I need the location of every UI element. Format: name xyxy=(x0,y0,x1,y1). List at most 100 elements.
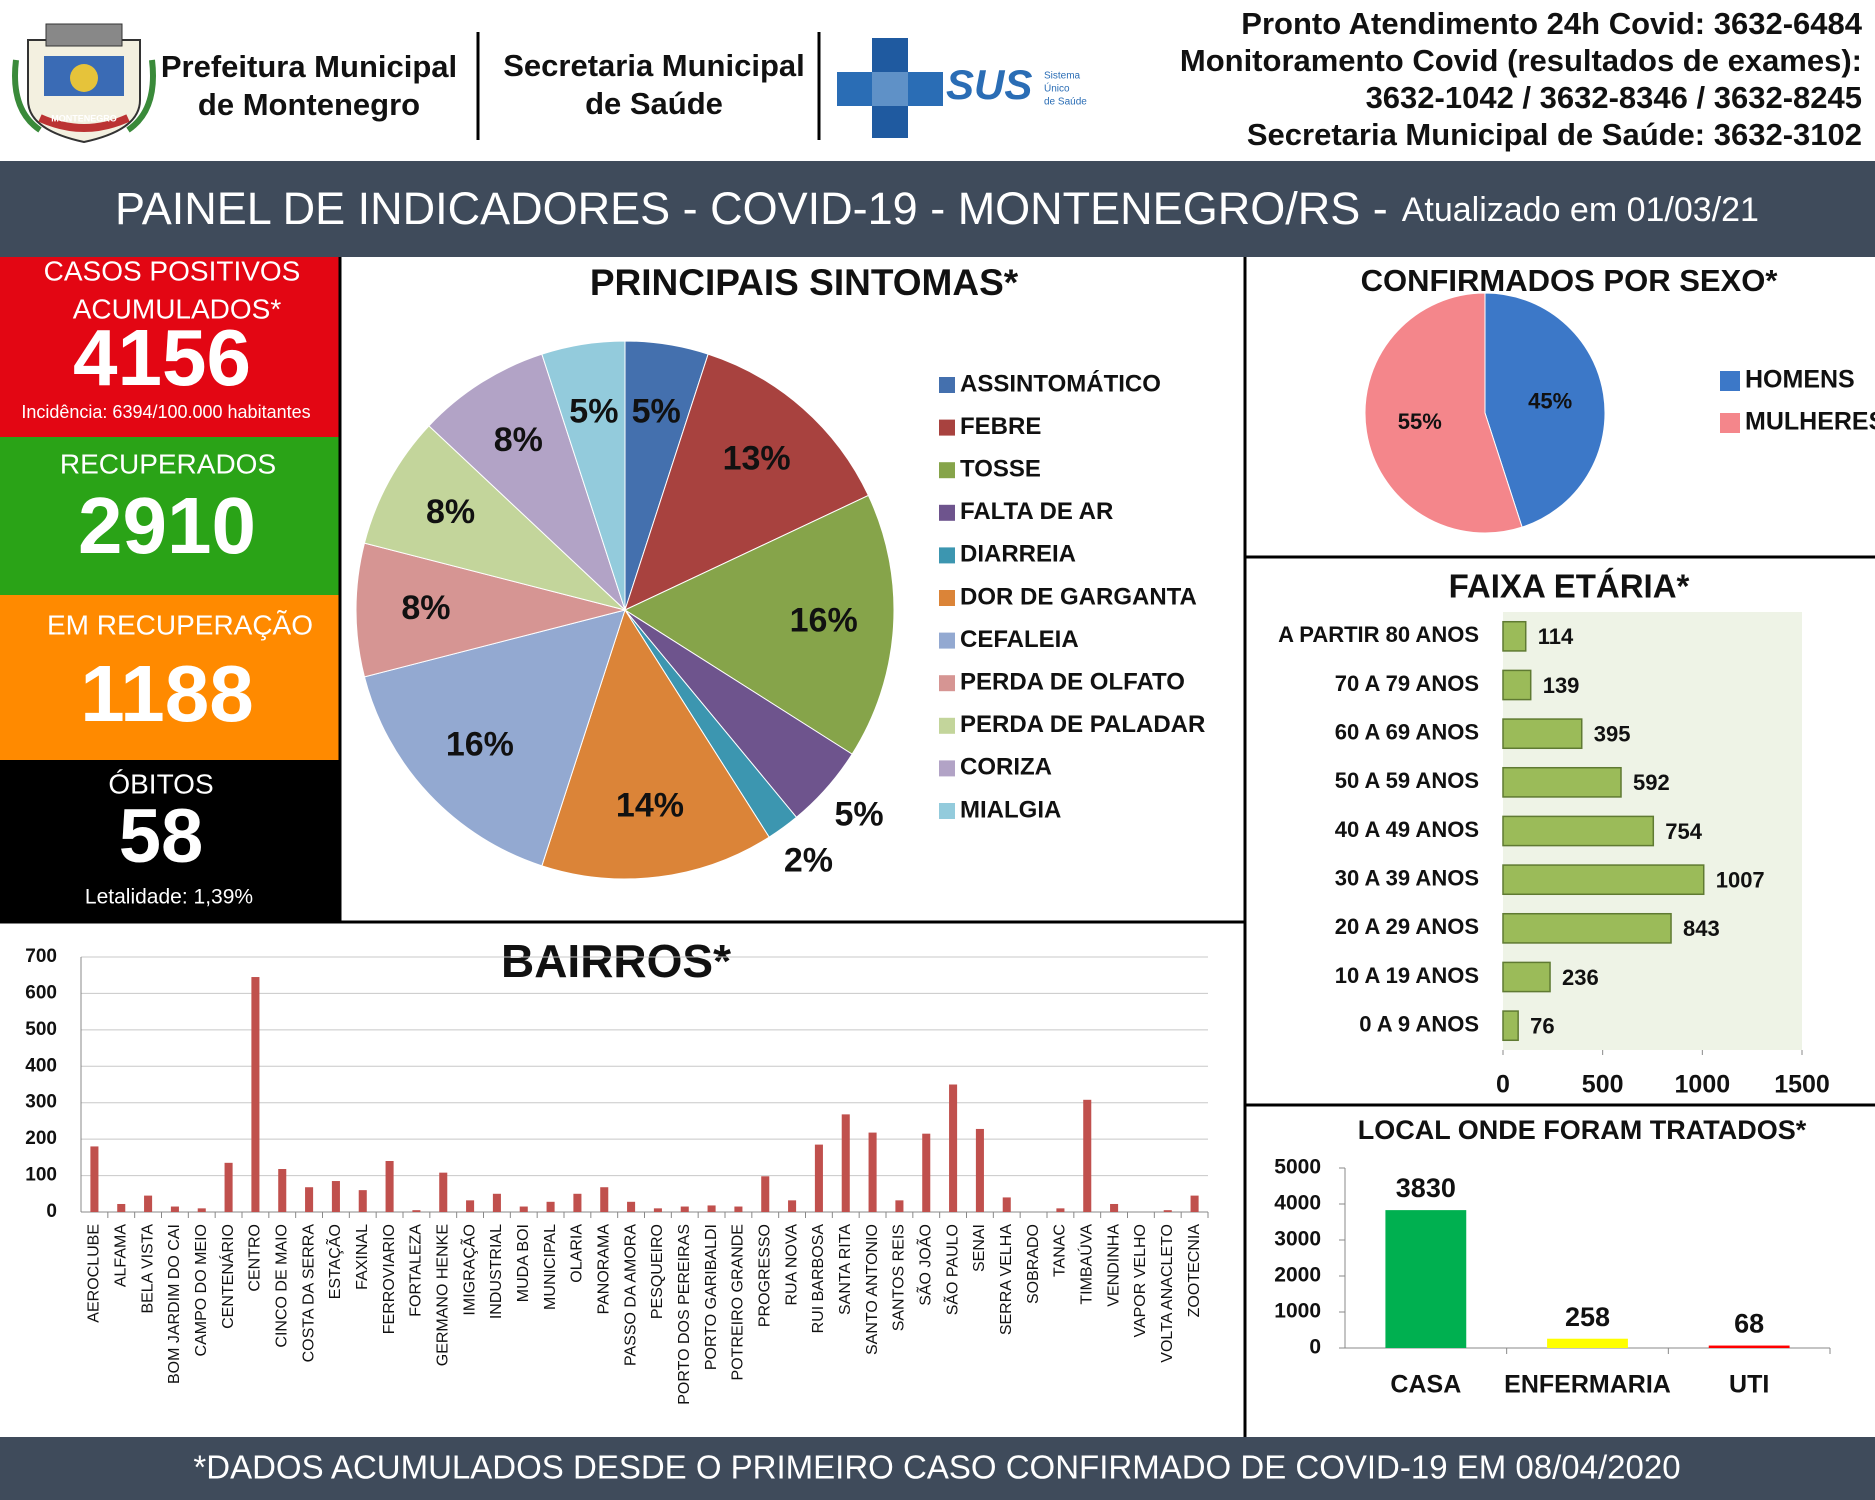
legend-label: CORIZA xyxy=(960,754,1052,781)
bar xyxy=(1502,620,1527,652)
legend-label: PERDA DE PALADAR xyxy=(960,711,1205,738)
stat-value: 58 xyxy=(119,794,204,879)
category-label: POTREIRO GRANDE xyxy=(730,1224,747,1380)
category-label: BELA VISTA xyxy=(139,1224,156,1314)
category-label: FAXINAL xyxy=(354,1224,371,1290)
legend-swatch xyxy=(939,632,955,649)
legend-swatch xyxy=(939,377,955,393)
category-label: SANTOS REIS xyxy=(891,1224,908,1331)
pie-slice xyxy=(363,425,626,611)
bar xyxy=(680,1206,689,1212)
bar xyxy=(278,1169,287,1212)
bar xyxy=(466,1200,475,1212)
legend-swatch xyxy=(939,675,955,692)
category-label: CENTRO xyxy=(247,1224,264,1292)
org-name: de Montenegro xyxy=(198,87,420,122)
value-label: 114 xyxy=(1538,624,1574,649)
bar xyxy=(144,1195,153,1212)
category-label: IMIGRAÇÃO xyxy=(458,1224,478,1316)
legend-swatch xyxy=(939,462,955,479)
slice-label: 5% xyxy=(632,392,681,430)
stat-value: 2910 xyxy=(78,481,256,570)
legend-swatch xyxy=(939,547,955,564)
chart-title: CONFIRMADOS POR SEXO* xyxy=(1361,263,1779,298)
category-label: 20 A 29 ANOS xyxy=(1335,914,1479,939)
category-label: 70 A 79 ANOS xyxy=(1335,671,1479,696)
category-label: A PARTIR 80 ANOS xyxy=(1278,622,1479,647)
slice-label: 2% xyxy=(784,841,833,879)
banner-updated: Atualizado em 01/03/21 xyxy=(1402,191,1759,229)
bar xyxy=(412,1210,421,1212)
bar xyxy=(707,1205,716,1212)
bar xyxy=(761,1176,770,1212)
pie-slice xyxy=(428,353,626,611)
category-label: ESTAÇÃO xyxy=(324,1224,344,1299)
bar xyxy=(814,1144,823,1212)
category-label: 0 A 9 ANOS xyxy=(1359,1011,1479,1036)
banner-main: PAINEL DE INDICADORES - COVID-19 - MONTE… xyxy=(115,183,1388,234)
y-tick-label: 2000 xyxy=(1274,1264,1321,1287)
y-tick-label: 500 xyxy=(25,1019,57,1040)
legend-label: ASSINTOMÁTICO xyxy=(960,369,1161,397)
category-label: SERRA VELHA xyxy=(998,1224,1015,1335)
chart-title: BAIRROS* xyxy=(501,935,731,987)
legend-label: TOSSE xyxy=(960,456,1041,483)
banner xyxy=(0,161,1875,257)
y-tick-label: 0 xyxy=(1309,1336,1321,1359)
y-tick-label: 400 xyxy=(25,1055,57,1076)
bar xyxy=(90,1146,99,1212)
stat-box xyxy=(0,595,340,760)
footer-note: *DADOS ACUMULADOS DESDE O PRIMEIRO CASO … xyxy=(193,1449,1680,1486)
bar xyxy=(492,1193,501,1212)
category-label: 50 A 59 ANOS xyxy=(1335,768,1479,793)
category-label: PORTO DOS PEREIRAS xyxy=(676,1224,693,1405)
category-label: COSTA DA SERRA xyxy=(300,1224,317,1363)
org-name: Secretaria Municipal xyxy=(503,48,805,83)
bar xyxy=(358,1190,367,1212)
category-label: VOLTA ANACLETO xyxy=(1159,1224,1176,1363)
bar xyxy=(546,1201,555,1212)
value-label: 3830 xyxy=(1396,1173,1456,1203)
category-label: 60 A 69 ANOS xyxy=(1335,719,1479,744)
bar xyxy=(251,977,260,1212)
value-label: 258 xyxy=(1565,1302,1610,1332)
bar xyxy=(627,1201,636,1212)
legend-label: FEBRE xyxy=(960,413,1041,440)
x-tick-label: 1500 xyxy=(1774,1071,1830,1099)
pie-slice xyxy=(623,494,895,755)
contact: Monitoramento Covid (resultados de exame… xyxy=(1180,43,1862,78)
chart-title: PRINCIPAIS SINTOMAS* xyxy=(590,262,1019,303)
chart-title: LOCAL ONDE FORAM TRATADOS* xyxy=(1358,1115,1807,1145)
legend-swatch xyxy=(939,717,955,734)
category-label: GERMANO HENKE xyxy=(434,1224,451,1366)
category-label: AEROCLUBE xyxy=(86,1224,103,1323)
org-name: de Saúde xyxy=(585,86,723,121)
category-label: UTI xyxy=(1729,1371,1769,1399)
bar xyxy=(385,1161,394,1212)
y-tick-label: 600 xyxy=(25,982,57,1003)
bar xyxy=(170,1206,179,1212)
category-label: 10 A 19 ANOS xyxy=(1335,963,1479,988)
stat-note: Incidência: 6394/100.000 habitantes xyxy=(21,402,310,422)
legend-swatch xyxy=(939,419,955,436)
slice-label: 8% xyxy=(494,421,543,459)
stat-box xyxy=(0,760,340,922)
bar xyxy=(573,1193,582,1212)
bar xyxy=(949,1084,958,1212)
bar xyxy=(868,1132,877,1212)
bar xyxy=(439,1172,448,1212)
footer-bar xyxy=(0,1437,1875,1500)
stat-value: 1188 xyxy=(80,649,254,738)
category-label: VAPOR VELHO xyxy=(1132,1224,1149,1338)
category-label: OLARIA xyxy=(569,1224,586,1283)
stat-note: Letalidade: 1,39% xyxy=(85,886,253,909)
bar xyxy=(1502,864,1705,896)
bar xyxy=(331,1181,340,1212)
y-tick-label: 0 xyxy=(46,1201,57,1222)
pie-slice xyxy=(624,353,870,611)
y-tick-label: 4000 xyxy=(1274,1192,1321,1215)
category-label: PANORAMA xyxy=(595,1224,612,1315)
slice-label: 14% xyxy=(616,786,684,824)
category-label: PASSO DA AMORA xyxy=(622,1224,639,1366)
